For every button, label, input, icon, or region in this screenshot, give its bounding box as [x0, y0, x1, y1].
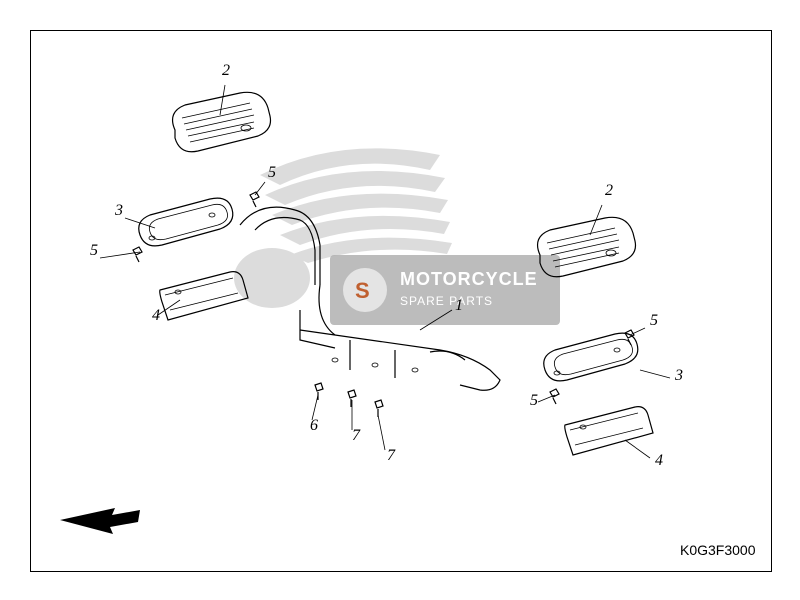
- leader-line: [378, 415, 385, 450]
- callout-5: 5: [650, 312, 658, 329]
- callout-7: 7: [387, 447, 396, 464]
- leader-line: [158, 300, 180, 315]
- left-part-2-rubber: [173, 92, 271, 151]
- callout-4: 4: [152, 307, 160, 324]
- right-part-4-cover: [565, 407, 653, 455]
- callout-2: 2: [222, 62, 230, 79]
- leader-line: [538, 395, 555, 402]
- callout-3: 3: [114, 202, 123, 219]
- callout-5: 5: [268, 164, 276, 181]
- diagram-svg: S MOTORCYCLE SPARE PARTS: [0, 0, 800, 600]
- right-part-3-ring: [544, 333, 638, 381]
- callout-5: 5: [90, 242, 98, 259]
- left-screw-5b: [133, 247, 142, 262]
- svg-text:S: S: [355, 278, 370, 303]
- leader-line: [100, 252, 140, 258]
- callout-3: 3: [674, 367, 683, 384]
- leader-line: [625, 440, 650, 458]
- fr-label: FR.: [94, 514, 117, 529]
- callout-1: 1: [455, 297, 463, 314]
- bolt-6: [315, 383, 323, 400]
- callout-5: 5: [530, 392, 538, 409]
- fr-arrow: FR.: [60, 508, 140, 534]
- left-screw-5a: [250, 192, 259, 207]
- callout-6: 6: [310, 417, 318, 434]
- leader-line: [220, 85, 225, 115]
- left-part-3-ring: [139, 198, 233, 246]
- callout-4: 4: [655, 452, 663, 469]
- leader-line: [640, 370, 670, 378]
- leader-line: [125, 218, 155, 228]
- callout-7: 7: [352, 427, 361, 444]
- watermark-line2: SPARE PARTS: [400, 294, 493, 308]
- diagram-code: K0G3F3000: [680, 542, 756, 558]
- leader-line: [255, 182, 265, 195]
- watermark-line1: MOTORCYCLE: [400, 269, 538, 289]
- leader-line: [590, 205, 602, 235]
- callout-2: 2: [605, 182, 613, 199]
- bolt-7b: [375, 400, 383, 417]
